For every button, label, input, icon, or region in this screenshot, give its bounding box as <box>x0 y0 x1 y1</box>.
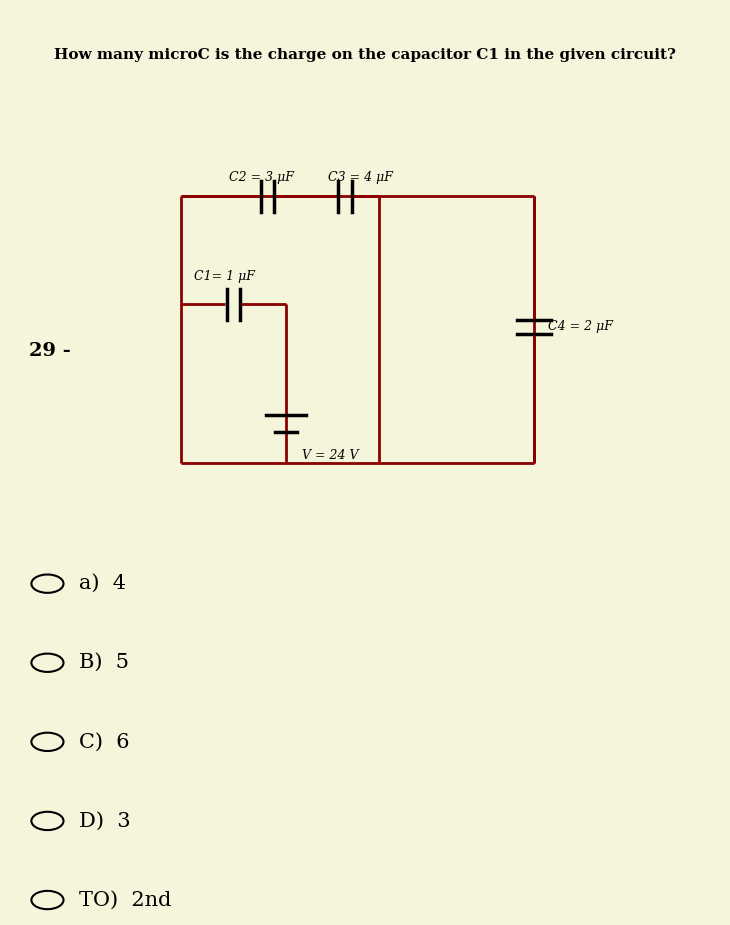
Text: TO)  2nd: TO) 2nd <box>79 891 172 909</box>
Text: C)  6: C) 6 <box>79 733 129 751</box>
Text: B)  5: B) 5 <box>79 653 128 672</box>
Text: a)  4: a) 4 <box>79 574 126 593</box>
Text: C3 = 4 μF: C3 = 4 μF <box>328 171 393 184</box>
Text: 29 -: 29 - <box>29 342 71 361</box>
Text: C4 = 2 μF: C4 = 2 μF <box>548 320 613 333</box>
Text: C2 = 3 μF: C2 = 3 μF <box>229 171 293 184</box>
Text: V = 24 V: V = 24 V <box>301 449 358 462</box>
Text: How many microC is the charge on the capacitor C1 in the given circuit?: How many microC is the charge on the cap… <box>54 48 676 63</box>
Text: D)  3: D) 3 <box>79 811 131 831</box>
Text: C1= 1 μF: C1= 1 μF <box>193 269 255 283</box>
